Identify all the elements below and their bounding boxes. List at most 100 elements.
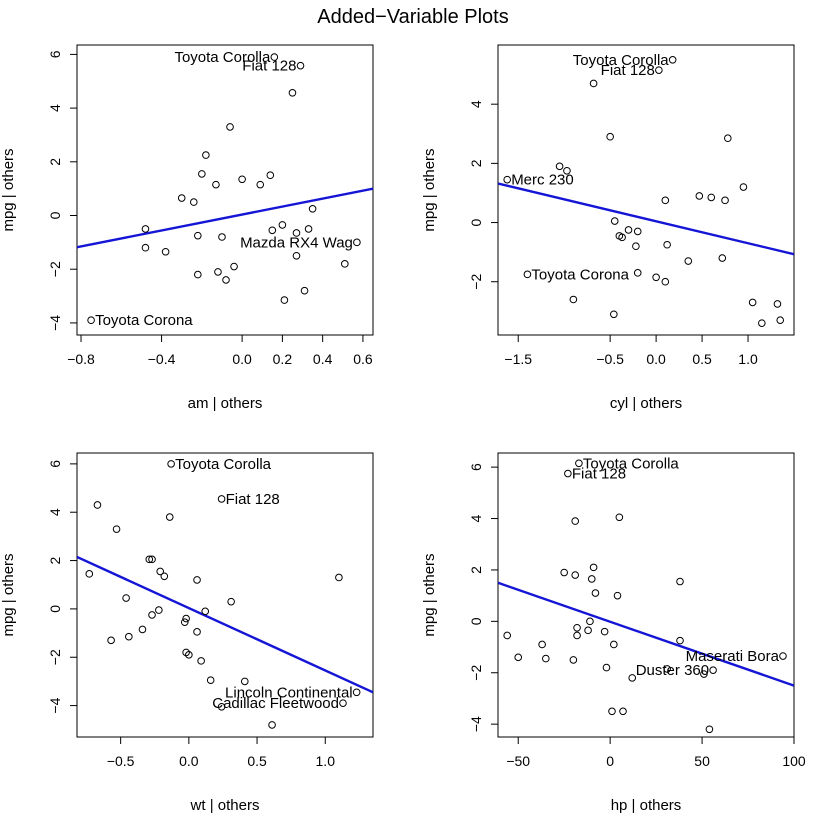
- x-tick-label: 0.6: [353, 351, 373, 367]
- data-point: [182, 614, 190, 623]
- point-label: Maserati Bora: [686, 648, 780, 665]
- data-point: [194, 270, 202, 279]
- x-tick-label: 0.5: [692, 351, 712, 367]
- data-point: [563, 166, 571, 175]
- y-tick-label: −4: [47, 697, 63, 713]
- point-label: Lincoln Continental: [225, 684, 353, 701]
- data-point: [214, 268, 222, 276]
- x-axis-label: hp | others: [611, 797, 682, 814]
- data-point: [503, 175, 511, 184]
- point-label: Toyota Corona: [95, 312, 193, 329]
- x-tick-label: 0.0: [646, 351, 666, 367]
- data-point: [288, 88, 297, 97]
- regression-line: [77, 555, 373, 694]
- y-tick-label: 0: [47, 605, 63, 613]
- y-tick-label: 2: [468, 566, 484, 574]
- y-tick-label: 2: [47, 158, 63, 166]
- data-point: [758, 319, 766, 327]
- data-point: [676, 577, 684, 586]
- data-point: [587, 575, 596, 583]
- point-label: Cadillac Fleetwood: [212, 695, 339, 712]
- y-tick-label: −4: [468, 716, 484, 732]
- data-point: [197, 657, 205, 665]
- data-point: [198, 170, 206, 178]
- data-point: [776, 316, 785, 325]
- data-point: [222, 276, 230, 284]
- data-point: [256, 180, 265, 189]
- data-point: [93, 501, 102, 509]
- point-label: Toyota Corolla: [175, 456, 272, 473]
- data-point: [569, 295, 578, 304]
- data-point: [148, 611, 156, 619]
- x-tick-label: −50: [506, 753, 530, 769]
- regression-line: [77, 187, 373, 249]
- data-point: [602, 663, 611, 672]
- y-tick-label: 0: [468, 617, 484, 625]
- data-point: [125, 632, 133, 641]
- data-point: [773, 300, 782, 308]
- x-tick-label: 100: [782, 753, 806, 769]
- data-point: [600, 627, 609, 636]
- data-point: [202, 151, 210, 159]
- plot-frame: [497, 44, 795, 336]
- data-point: [270, 53, 279, 61]
- data-point: [240, 677, 249, 686]
- av-plot-panel: −0.8 −0.4 0.0 0.2 0.4 0.6 −4 −2 0 2 4 6 am | others m…: [0, 44, 374, 412]
- y-tick-label: 0: [468, 218, 484, 226]
- x-tick-label: 0.0: [232, 351, 252, 367]
- data-point: [709, 666, 717, 674]
- y-tick-label: 2: [468, 159, 484, 167]
- y-tick-label: −2: [468, 665, 484, 681]
- data-point: [212, 180, 220, 189]
- data-point: [538, 640, 546, 649]
- y-tick-label: 4: [468, 514, 484, 522]
- data-point: [571, 517, 580, 525]
- data-point: [661, 196, 670, 205]
- regression-line: [498, 182, 794, 256]
- data-point: [610, 640, 618, 649]
- data-point: [238, 175, 246, 184]
- data-point: [633, 227, 642, 236]
- data-point: [779, 652, 787, 660]
- data-point: [278, 221, 287, 229]
- data-point: [663, 665, 671, 673]
- y-tick-label: −4: [47, 315, 63, 331]
- y-tick-label: 4: [47, 104, 63, 112]
- data-point: [180, 618, 189, 626]
- x-tick-label: −0.5: [596, 351, 624, 367]
- plot-frame: [76, 452, 374, 738]
- data-point: [606, 132, 614, 141]
- data-point: [589, 79, 598, 88]
- data-point: [300, 286, 309, 295]
- data-point: [335, 573, 343, 582]
- data-point: [615, 513, 624, 522]
- x-tick-label: 0: [606, 753, 614, 769]
- data-point: [569, 656, 578, 664]
- data-point: [218, 233, 226, 241]
- x-tick-label: 0.4: [313, 351, 333, 367]
- data-point: [193, 628, 201, 636]
- panels: −0.8 −0.4 0.0 0.2 0.4 0.6 −4 −2 0 2 4 6 am | others m…: [0, 44, 806, 814]
- data-point: [575, 459, 583, 468]
- x-axis-label: cyl | others: [610, 395, 682, 412]
- data-point: [148, 555, 156, 564]
- data-point: [707, 193, 716, 202]
- data-point: [280, 296, 289, 304]
- data-point: [352, 688, 361, 697]
- data-point: [206, 676, 215, 685]
- data-point: [655, 66, 663, 74]
- av-plot-panel: −0.5 0.0 0.5 1.0 −4 −2 0 2 4 6 wt | others mpg | ot…: [0, 452, 374, 814]
- y-axis-label: mpg | others: [0, 148, 17, 231]
- data-point: [161, 247, 170, 256]
- x-tick-label: 0.5: [247, 753, 267, 769]
- plot-area: Toyota Corolla Fiat 128 Lincoln Continenta…: [77, 456, 373, 729]
- y-axis-label: mpg | others: [421, 553, 438, 636]
- point-label: Fiat 128: [601, 62, 655, 79]
- data-point: [194, 231, 202, 240]
- point-label: Merc 230: [511, 172, 574, 189]
- point-label: Duster 360: [636, 662, 709, 679]
- data-point: [230, 262, 238, 271]
- data-point: [584, 626, 592, 635]
- data-point: [268, 226, 277, 235]
